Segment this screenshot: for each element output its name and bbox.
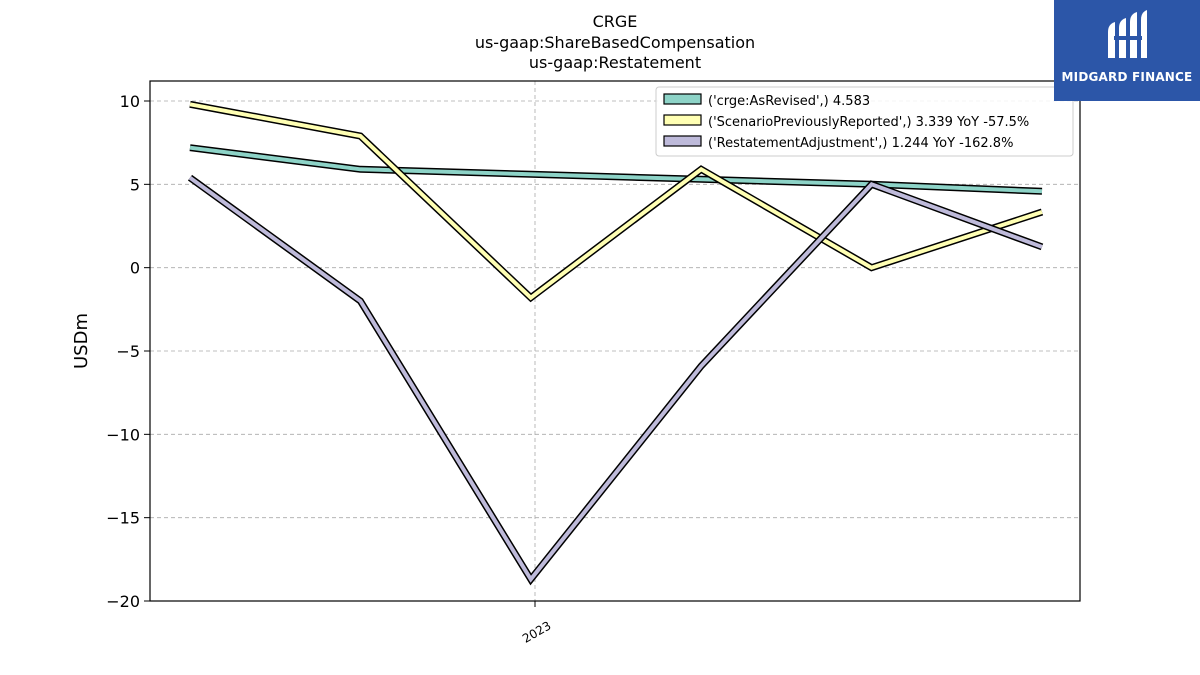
legend-swatch-2 <box>663 135 702 147</box>
brand-name: MIDGARD FINANCE <box>1061 70 1193 84</box>
legend-label-2: ('RestatementAdjustment',) 1.244 YoY -16… <box>708 136 1013 151</box>
legend-label-1: ('ScenarioPreviouslyReported',) 3.339 Yo… <box>708 115 1029 130</box>
legend-swatch-0 <box>663 93 702 105</box>
legend: ('crge:AsRevised',) 4.583 ('ScenarioPrev… <box>655 86 1074 157</box>
legend-label-0: ('crge:AsRevised',) 4.583 <box>708 94 870 109</box>
y-tick-label: −10 <box>106 425 140 444</box>
series-lines <box>187 100 1044 586</box>
y-tick-label: 5 <box>130 175 140 194</box>
legend-box <box>655 86 1074 157</box>
y-tick-label: −20 <box>106 592 140 611</box>
legend-swatch-1 <box>663 114 702 126</box>
chart-subtitle-1: us-gaap:ShareBasedCompensation <box>475 33 755 52</box>
series-line-0 <box>189 145 1043 194</box>
y-axis: 10 5 0 −5 −10 −15 −20 <box>106 92 150 611</box>
series-outline-2 <box>187 174 1044 586</box>
y-tick-label: 0 <box>130 259 140 278</box>
y-tick-label: −15 <box>106 509 140 528</box>
y-axis-label: USDm <box>71 313 92 369</box>
x-tick-label: 2023 <box>520 618 553 645</box>
brand-logo-icon <box>1108 10 1147 58</box>
series-line-1 <box>189 102 1043 301</box>
y-tick-label: −5 <box>116 342 140 361</box>
chart-title: CRGE <box>593 12 638 31</box>
brand-logo-box: MIDGARD FINANCE <box>1054 0 1200 101</box>
chart-subtitle-2: us-gaap:Restatement <box>529 53 701 72</box>
series-line-2 <box>188 176 1043 583</box>
y-tick-label: 10 <box>120 92 140 111</box>
plot-frame <box>149 80 1081 602</box>
